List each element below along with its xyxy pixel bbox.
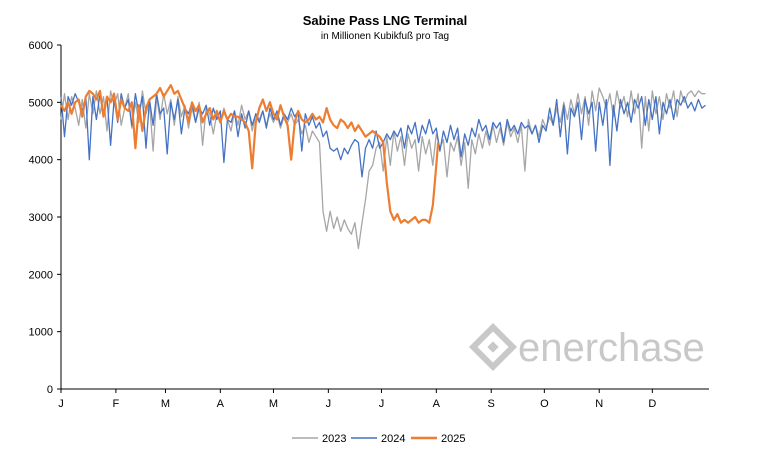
series-line-2023 (60, 87, 706, 250)
x-tick-label: A (433, 398, 441, 410)
legend: 2023 2024 2025 (292, 433, 465, 445)
y-tick-label: 0 (47, 384, 53, 396)
watermark-text: enerchase (518, 326, 705, 370)
x-tick-label: J (379, 398, 385, 410)
x-tick-label: F (113, 398, 120, 410)
x-tick-label: A (217, 398, 225, 410)
x-tick-label: S (488, 398, 495, 410)
x-tick-label: D (648, 398, 656, 410)
y-tick-label: 5000 (29, 97, 53, 109)
y-tick-label: 6000 (29, 40, 53, 52)
x-tick-label: J (58, 398, 64, 410)
x-tick-label: M (161, 398, 170, 410)
series-group (60, 84, 706, 250)
y-tick-label: 1000 (29, 327, 53, 339)
y-tick-label: 3000 (29, 212, 53, 224)
chart-title: Sabine Pass LNG Terminal (303, 13, 467, 28)
y-tick-label: 2000 (29, 269, 53, 281)
enerchase-logo-icon (468, 322, 518, 372)
enerchase-watermark: enerchase (468, 322, 705, 372)
x-tick-label: J (326, 398, 332, 410)
x-tick-label: M (269, 398, 278, 410)
legend-label-2024: 2024 (381, 433, 405, 445)
x-tick-label: N (595, 398, 603, 410)
series-line-2025 (60, 84, 440, 224)
legend-label-2025: 2025 (441, 433, 465, 445)
legend-label-2023: 2023 (322, 433, 346, 445)
axes: 0 1000 2000 3000 4000 5000 6000 J F M A M J J A S O N D (29, 40, 709, 410)
y-tick-label: 4000 (29, 155, 53, 167)
x-tick-label: O (540, 398, 549, 410)
chart-subtitle: in Millionen Kubikfuß pro Tag (321, 31, 449, 42)
